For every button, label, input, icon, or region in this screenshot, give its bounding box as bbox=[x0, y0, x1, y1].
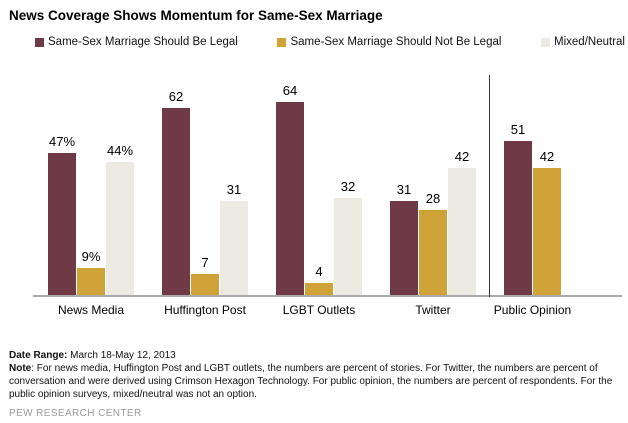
bar-value-label: 42 bbox=[454, 149, 470, 164]
x-axis-label: LGBT Outlets bbox=[282, 303, 356, 317]
x-axis-line bbox=[33, 295, 622, 297]
bar bbox=[448, 168, 476, 295]
x-axis-label: Public Opinion bbox=[493, 303, 572, 317]
bar bbox=[276, 102, 304, 295]
bar-value-label: 9% bbox=[81, 249, 101, 264]
bar bbox=[334, 198, 362, 295]
legend-swatch bbox=[35, 37, 44, 47]
legend: Same-Sex Marriage Should Be Legal Same-Se… bbox=[35, 36, 625, 48]
bar-value-label: 32 bbox=[340, 179, 356, 194]
bar bbox=[48, 153, 76, 295]
bar-value-label: 47% bbox=[48, 134, 76, 149]
x-axis-label: Twitter bbox=[415, 303, 451, 317]
legend-label: Same-Sex Marriage Should Be Legal bbox=[48, 36, 238, 48]
bar-value-label: 7 bbox=[201, 255, 209, 270]
legend-swatch bbox=[541, 37, 551, 47]
bar bbox=[504, 141, 532, 295]
bar bbox=[390, 201, 418, 295]
date-range-line: Date Range: March 18-May 12, 2013 bbox=[9, 349, 622, 362]
plot-area: 47% 9% 44% 62 7 31 64 4 32 31 28 42 51 42 bbox=[0, 60, 628, 297]
bar-value-label: 62 bbox=[168, 89, 184, 104]
bar-value-label: 31 bbox=[396, 182, 412, 197]
legend-item: Mixed/Neutral bbox=[541, 36, 625, 48]
legend-label: Same-Sex Marriage Should Not Be Legal bbox=[290, 36, 502, 48]
source-label: PEW RESEARCH CENTER bbox=[9, 408, 142, 419]
bar-value-label: 44% bbox=[106, 143, 134, 158]
bar-value-label: 64 bbox=[282, 83, 298, 98]
x-axis-label: Huffington Post bbox=[164, 303, 246, 317]
bar-value-label: 31 bbox=[226, 182, 242, 197]
bar bbox=[77, 268, 105, 295]
date-range-label: Date Range: bbox=[9, 350, 68, 361]
date-range-value: March 18-May 12, 2013 bbox=[67, 350, 176, 361]
footer-notes: Date Range: March 18-May 12, 2013 Note: … bbox=[9, 349, 622, 420]
bar-value-label: 28 bbox=[425, 191, 441, 206]
note-text: : For news media, Huffington Post and LG… bbox=[9, 363, 613, 400]
bar-value-label: 51 bbox=[510, 122, 526, 137]
note-line: Note: For news media, Huffington Post an… bbox=[9, 362, 622, 401]
bar bbox=[220, 201, 248, 295]
bar bbox=[419, 210, 447, 295]
legend-swatch bbox=[277, 37, 287, 47]
bar bbox=[162, 108, 190, 295]
bar bbox=[533, 168, 561, 295]
bar-value-label: 4 bbox=[315, 264, 323, 279]
bar bbox=[305, 283, 333, 295]
x-axis-label: News Media bbox=[57, 303, 125, 317]
chart-title: News Coverage Shows Momentum for Same-Se… bbox=[9, 8, 383, 23]
note-label: Note bbox=[9, 363, 32, 374]
legend-item: Same-Sex Marriage Should Be Legal bbox=[35, 36, 238, 48]
bar bbox=[106, 162, 134, 295]
bar-value-label: 42 bbox=[539, 149, 555, 164]
bar bbox=[191, 274, 219, 295]
legend-item: Same-Sex Marriage Should Not Be Legal bbox=[277, 36, 501, 48]
section-divider-line bbox=[489, 75, 490, 297]
legend-label: Mixed/Neutral bbox=[554, 36, 625, 48]
